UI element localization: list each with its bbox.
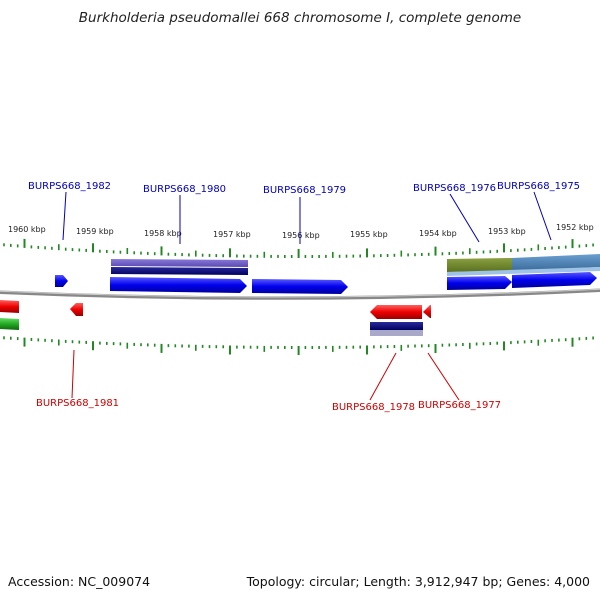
gene-burps668-1975[interactable] bbox=[512, 272, 597, 288]
leader-1981 bbox=[71, 349, 75, 399]
reverse-genes bbox=[0, 300, 431, 319]
forward-genes bbox=[55, 272, 597, 294]
leader-lines bbox=[62, 191, 552, 401]
scale-labels: 1960 kbp 1959 kbp 1958 kbp 1957 kbp 1956… bbox=[8, 223, 594, 240]
label-burps668-1976[interactable]: BURPS668_1976 bbox=[413, 183, 496, 194]
scale-label-1954: 1954 kbp bbox=[419, 229, 457, 238]
label-burps668-1975[interactable]: BURPS668_1975 bbox=[497, 181, 580, 192]
gene-burps668-1979[interactable] bbox=[252, 279, 348, 294]
leader-1982 bbox=[62, 191, 67, 241]
scale-label-1960: 1960 kbp bbox=[8, 225, 46, 234]
scale-ticks-bottom bbox=[3, 336, 594, 355]
scale-label-1955: 1955 kbp bbox=[350, 230, 388, 239]
genome-summary-text: Topology: circular; Length: 3,912,947 bp… bbox=[246, 574, 590, 589]
gene-left-edge[interactable] bbox=[0, 300, 19, 313]
gene-burps668-1982[interactable] bbox=[55, 275, 68, 287]
gene-burps668-1980[interactable] bbox=[110, 277, 247, 293]
scale-label-1959: 1959 kbp bbox=[76, 227, 114, 236]
scale-label-1952: 1952 kbp bbox=[556, 223, 594, 232]
scale-ticks-top bbox=[3, 238, 594, 258]
band-navy-lower bbox=[370, 322, 423, 330]
scale-label-1957: 1957 kbp bbox=[213, 230, 251, 239]
scale-label-1956: 1956 kbp bbox=[282, 231, 320, 240]
forward-gene-labels: BURPS668_1982 BURPS668_1980 BURPS668_197… bbox=[28, 181, 580, 196]
band-olive bbox=[447, 258, 512, 272]
gene-burps668-1981[interactable] bbox=[70, 303, 83, 316]
label-burps668-1980[interactable]: BURPS668_1980 bbox=[143, 184, 226, 195]
band-lightblue bbox=[447, 267, 600, 276]
scale-label-1958: 1958 kbp bbox=[144, 229, 182, 238]
gene-burps668-1978[interactable] bbox=[370, 305, 422, 319]
feature-bands bbox=[0, 254, 600, 336]
band-grey-lower bbox=[370, 330, 423, 336]
leader-1976 bbox=[449, 193, 480, 243]
chromosome-backbone-highlight bbox=[0, 288, 600, 298]
band-green-left bbox=[0, 318, 19, 330]
leader-1978 bbox=[369, 352, 397, 401]
scale-label-1953: 1953 kbp bbox=[488, 227, 526, 236]
label-burps668-1982[interactable]: BURPS668_1982 bbox=[28, 181, 111, 192]
label-burps668-1979[interactable]: BURPS668_1979 bbox=[263, 185, 346, 196]
band-purple bbox=[111, 259, 248, 267]
label-burps668-1981[interactable]: BURPS668_1981 bbox=[36, 398, 119, 409]
leader-1977 bbox=[427, 352, 460, 401]
label-burps668-1978[interactable]: BURPS668_1978 bbox=[332, 402, 415, 413]
reverse-gene-labels: BURPS668_1981 BURPS668_1978 BURPS668_197… bbox=[36, 398, 501, 413]
chromosome-backbone bbox=[0, 288, 600, 300]
gene-burps668-1977[interactable] bbox=[423, 305, 431, 318]
band-navy-upper bbox=[111, 267, 248, 275]
band-steel bbox=[512, 254, 600, 271]
map-title: Burkholderia pseudomallei 668 chromosome… bbox=[78, 10, 522, 26]
label-burps668-1977[interactable]: BURPS668_1977 bbox=[418, 400, 501, 411]
gene-burps668-1976[interactable] bbox=[447, 276, 512, 290]
leader-1975 bbox=[533, 191, 552, 241]
accession-text: Accession: NC_009074 bbox=[8, 574, 151, 589]
